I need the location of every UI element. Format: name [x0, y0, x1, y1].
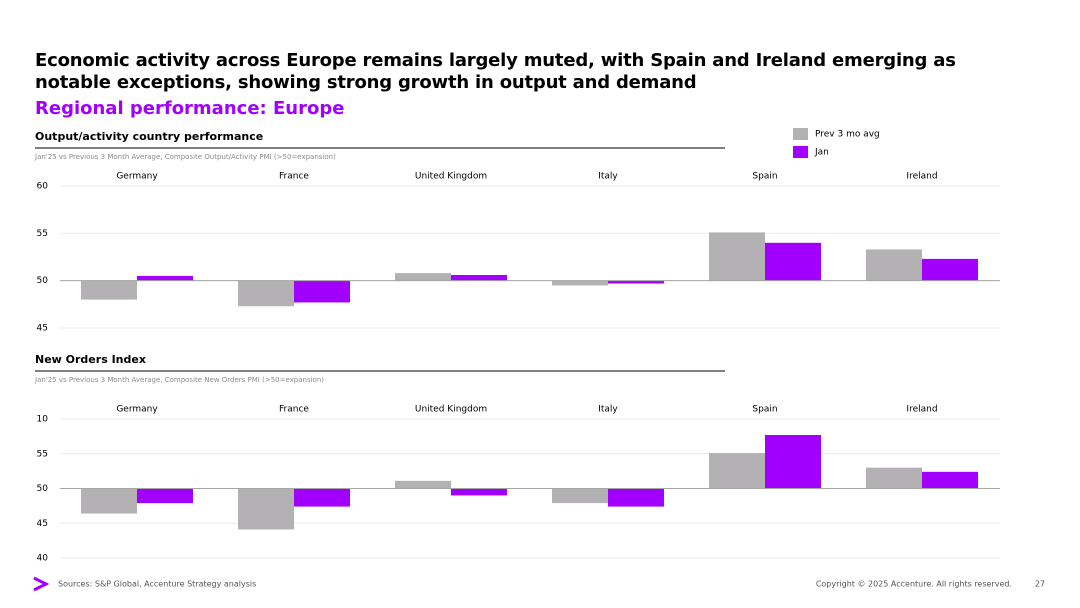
- category-label: Italy: [598, 405, 618, 415]
- category-label: Ireland: [906, 405, 937, 415]
- y-tick-label: 60: [37, 182, 49, 192]
- bar: [451, 488, 507, 496]
- bar: [137, 275, 193, 281]
- category-label: Italy: [598, 172, 618, 182]
- bar: [709, 232, 765, 281]
- bar: [709, 453, 765, 489]
- y-tick-label: 50: [37, 484, 49, 494]
- chart-subtitle: Jan'25 vs Previous 3 Month Average, Comp…: [34, 376, 324, 384]
- chart-title: New Orders Index: [35, 353, 146, 366]
- legend-swatch: [793, 128, 808, 140]
- category-label: Spain: [752, 405, 777, 415]
- y-tick-label: 10: [37, 415, 49, 425]
- bar: [866, 467, 922, 489]
- logo: [33, 576, 50, 592]
- category-label: Germany: [116, 172, 158, 182]
- bar: [451, 274, 507, 281]
- bar: [552, 280, 608, 286]
- y-tick-label: 50: [37, 276, 49, 286]
- category-label: Germany: [116, 405, 158, 415]
- chart-subtitle: Jan'25 vs Previous 3 Month Average, Comp…: [34, 153, 336, 161]
- page-number: 27: [1035, 580, 1045, 589]
- bar: [552, 488, 608, 504]
- category-label: France: [279, 172, 309, 182]
- copyright: Copyright © 2025 Accenture. All rights r…: [816, 580, 1012, 589]
- bar: [922, 471, 978, 489]
- bar: [866, 249, 922, 281]
- legend-label: Jan: [814, 148, 829, 158]
- category-label: Spain: [752, 172, 777, 182]
- legend-swatch: [793, 146, 808, 158]
- bar: [137, 488, 193, 504]
- category-label: United Kingdom: [415, 405, 487, 415]
- y-tick-label: 55: [37, 229, 48, 239]
- bar: [294, 280, 350, 303]
- category-label: United Kingdom: [415, 172, 487, 182]
- bar: [765, 434, 821, 489]
- chart-title: Output/activity country performance: [35, 130, 263, 143]
- slide-subtitle: Regional performance: Europe: [35, 98, 345, 119]
- bar: [395, 273, 451, 281]
- category-label: France: [279, 405, 309, 415]
- bar: [922, 258, 978, 281]
- sources: Sources: S&P Global, Accenture Strategy …: [58, 580, 256, 589]
- bar: [238, 280, 294, 307]
- bar: [81, 488, 137, 514]
- bar: [608, 488, 664, 507]
- bar: [238, 488, 294, 530]
- y-tick-label: 45: [37, 324, 48, 334]
- bar: [395, 480, 451, 489]
- bar: [608, 280, 664, 284]
- y-tick-label: 55: [37, 449, 48, 459]
- bar: [81, 280, 137, 300]
- slide-title: Economic activity across Europe remains …: [35, 50, 956, 93]
- y-tick-label: 40: [37, 554, 49, 564]
- bar: [294, 488, 350, 507]
- category-label: Ireland: [906, 172, 937, 182]
- legend-label: Prev 3 mo avg: [815, 130, 880, 140]
- y-tick-label: 45: [37, 519, 48, 529]
- bar: [765, 242, 821, 281]
